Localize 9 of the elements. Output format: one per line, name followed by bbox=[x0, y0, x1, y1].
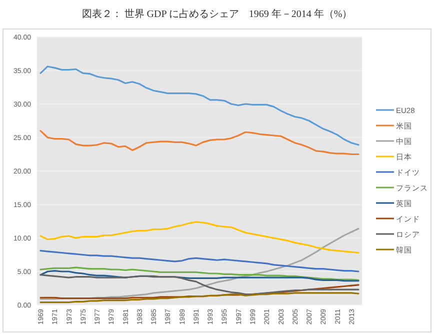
line-series bbox=[40, 228, 360, 300]
line-series bbox=[40, 221, 360, 254]
chart-title: 図表２： 世界 GDP に占めるシェア 1969 年－2014 年（%） bbox=[82, 8, 352, 20]
line-series bbox=[40, 66, 360, 146]
line-series bbox=[40, 250, 360, 272]
line-series bbox=[40, 130, 360, 156]
line-series bbox=[40, 266, 360, 282]
line-series bbox=[40, 274, 360, 296]
line-series bbox=[40, 292, 360, 304]
